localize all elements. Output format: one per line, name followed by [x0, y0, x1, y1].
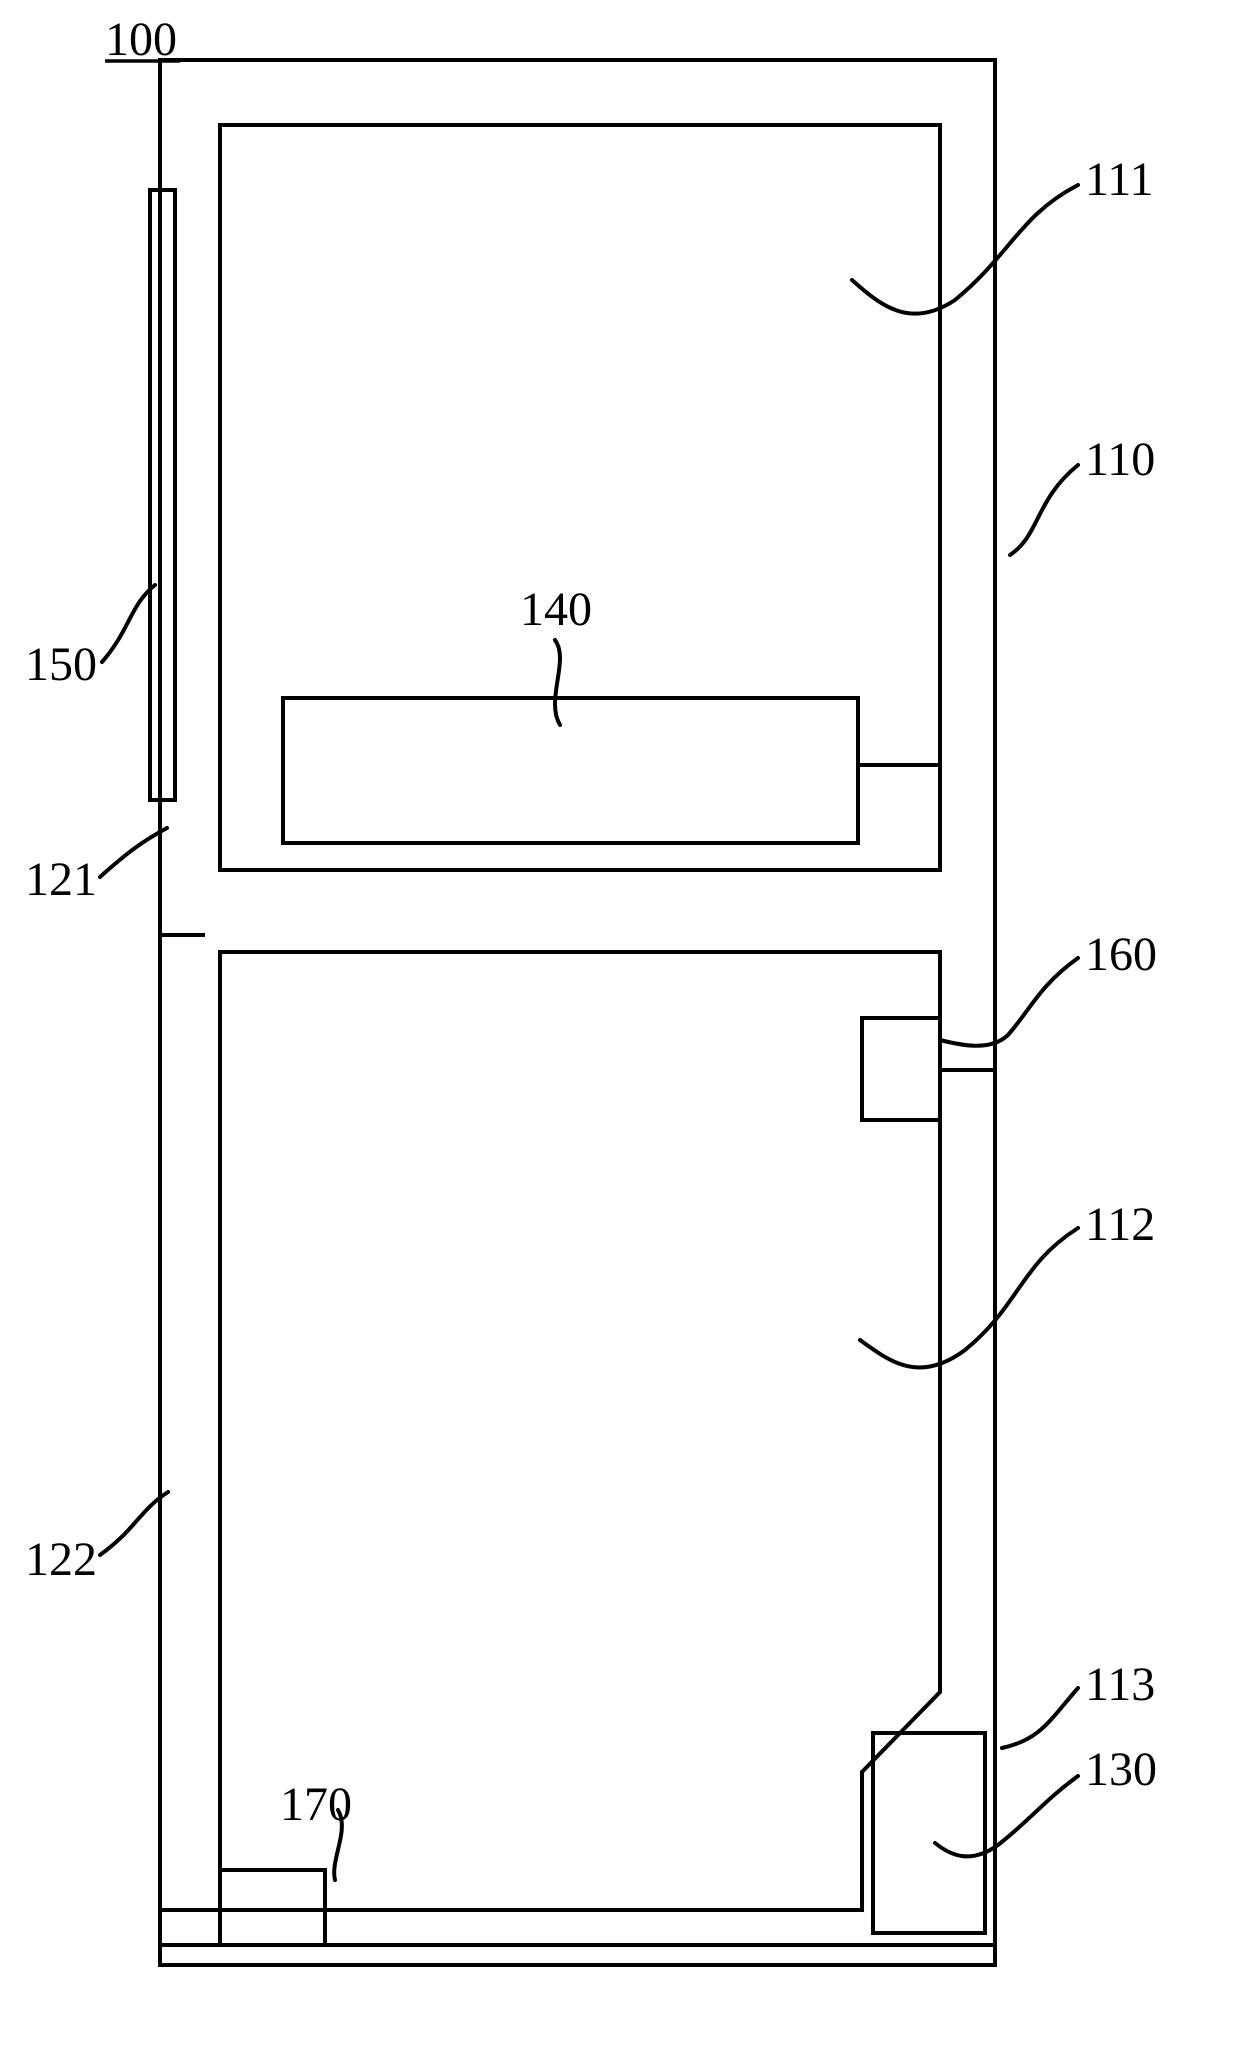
box-160 [862, 1018, 940, 1120]
label-text-150: 150 [25, 638, 97, 691]
label-130: 130 [1085, 1743, 1157, 1796]
leader-113 [1002, 1688, 1078, 1748]
label-text-121: 121 [25, 853, 97, 906]
leader-140 [555, 640, 560, 725]
label-110: 110 [1085, 433, 1155, 486]
label-text-122: 122 [25, 1533, 97, 1586]
label-111: 111 [1085, 153, 1153, 206]
label-text-113: 113 [1085, 1658, 1155, 1711]
leader-112 [860, 1228, 1078, 1368]
label-text-160: 160 [1085, 928, 1157, 981]
leader-150 [102, 585, 155, 662]
box-140 [283, 698, 858, 843]
label-122: 122 [25, 1533, 97, 1586]
label-100: 100 [105, 13, 180, 66]
leader-121 [100, 828, 167, 877]
upper-compartment-111 [220, 125, 940, 870]
label-112: 112 [1085, 1198, 1155, 1251]
lower-compartment-112 [220, 952, 940, 1910]
box-170 [220, 1870, 325, 1945]
label-text-112: 112 [1085, 1198, 1155, 1251]
label-text-170: 170 [280, 1778, 352, 1831]
label-160: 160 [1085, 928, 1157, 981]
label-text-100: 100 [105, 13, 177, 66]
patent-figure: 100 110 111 112 113 121 122 130 140 150 160 170 [0, 0, 1240, 2049]
label-121: 121 [25, 853, 97, 906]
leader-110 [1010, 465, 1078, 555]
label-113: 113 [1085, 1658, 1155, 1711]
left-panel-150 [150, 190, 175, 800]
label-text-130: 130 [1085, 1743, 1157, 1796]
label-170: 170 [280, 1778, 352, 1831]
leader-160 [940, 958, 1078, 1046]
label-140: 140 [520, 583, 592, 636]
box-130 [873, 1733, 985, 1933]
label-150: 150 [25, 638, 97, 691]
leader-111 [852, 185, 1078, 314]
leader-130 [935, 1776, 1078, 1856]
label-text-110: 110 [1085, 433, 1155, 486]
leader-122 [100, 1492, 168, 1555]
label-text-111: 111 [1085, 153, 1153, 206]
outer-body [160, 60, 995, 1965]
label-text-140: 140 [520, 583, 592, 636]
